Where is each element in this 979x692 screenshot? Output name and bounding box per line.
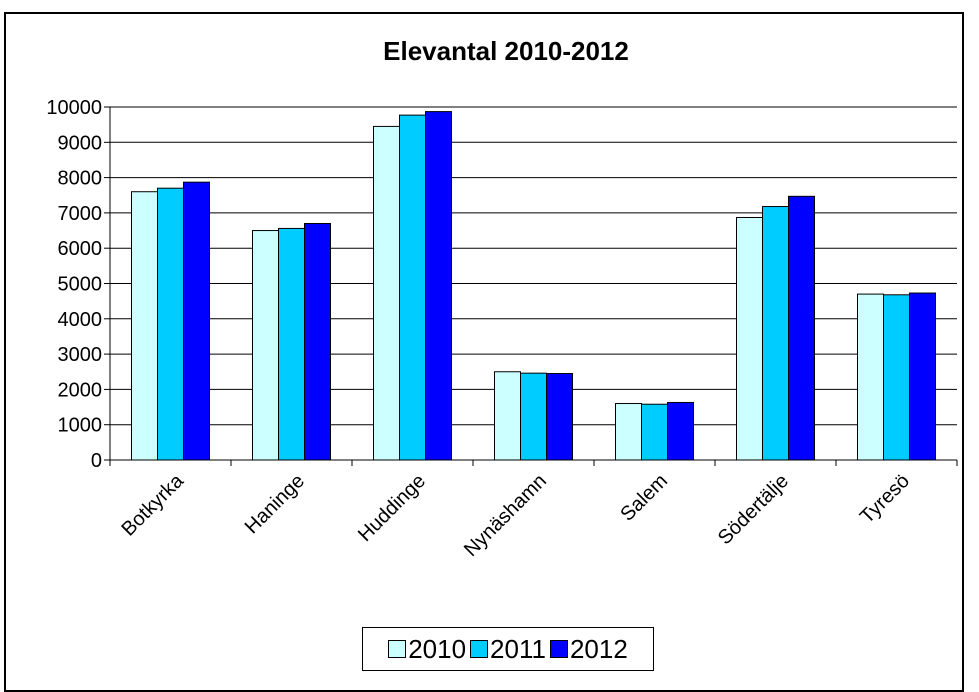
x-tick-label: Nynäshamn xyxy=(460,470,551,561)
bar-2010-5 xyxy=(736,216,763,461)
bar-2011-6 xyxy=(883,294,910,461)
legend-item-2012: 2012 xyxy=(549,633,628,665)
y-tick-label: 2000 xyxy=(58,379,103,401)
y-tick-label: 5000 xyxy=(58,274,103,296)
bar-2012-5 xyxy=(788,195,815,461)
legend-swatch-2012 xyxy=(549,640,568,658)
chart-title: Elevantal 2010-2012 xyxy=(383,36,629,66)
bar-2011-0 xyxy=(157,187,184,461)
bar-2012-4 xyxy=(667,401,694,461)
bar-2011-2 xyxy=(399,114,426,461)
bar-2012-2 xyxy=(425,111,452,461)
y-tick-label: 0 xyxy=(91,450,102,472)
bar-2012-3 xyxy=(546,373,573,461)
gridlines xyxy=(110,106,957,426)
x-tick-label: Botkyrka xyxy=(117,469,188,540)
legend: 2010 2011 2012 xyxy=(362,627,654,671)
bar-2010-4 xyxy=(615,403,642,461)
bar-2010-1 xyxy=(252,230,279,461)
y-tick-labels: 0 1000 2000 3000 4000 5000 6000 7000 8000 9000 100… xyxy=(46,97,102,472)
x-tick-label: Södertälje xyxy=(714,470,793,549)
bar-2012-0 xyxy=(183,181,210,461)
bar-2010-2 xyxy=(373,125,400,461)
legend-swatch-2011 xyxy=(470,640,489,658)
legend-label-2011: 2011 xyxy=(490,633,546,664)
x-tick-label: Huddinge xyxy=(354,470,430,546)
y-tick-label: 3000 xyxy=(58,344,103,366)
bar-2011-1 xyxy=(278,227,305,461)
legend-label-2010: 2010 xyxy=(408,633,467,664)
y-tick-label: 9000 xyxy=(58,132,103,154)
bar-2012-6 xyxy=(909,292,936,461)
bar-2012-1 xyxy=(304,222,331,461)
y-tick-label: 1000 xyxy=(58,415,103,437)
bars xyxy=(131,111,936,461)
x-tick-label: Salem xyxy=(616,470,672,526)
y-tick-label: 8000 xyxy=(58,168,103,190)
x-tick-labels: Botkyrka Haninge Huddinge Nynäshamn Salem Söd… xyxy=(117,469,914,561)
x-tick-label: Tyresö xyxy=(856,470,914,528)
y-tick-label: 7000 xyxy=(58,203,103,225)
bar-2011-3 xyxy=(520,372,547,461)
legend-item-2010: 2010 xyxy=(388,634,466,665)
bar-2010-0 xyxy=(131,191,158,461)
axes xyxy=(104,106,958,466)
bar-2011-4 xyxy=(641,403,668,461)
bar-2011-5 xyxy=(762,206,789,461)
y-tick-label: 10000 xyxy=(46,97,102,119)
bar-chart: Elevantal 2010-2012 0 1000 2000 3000 4000 500… xyxy=(46,36,958,561)
y-tick-label: 6000 xyxy=(58,238,103,260)
bar-2010-3 xyxy=(494,371,521,461)
legend-item-2011: 2011 xyxy=(470,634,546,665)
y-tick-label: 4000 xyxy=(58,309,103,331)
legend-label-2012: 2012 xyxy=(569,633,628,664)
legend-swatch-2010 xyxy=(388,640,407,658)
bar-2010-6 xyxy=(857,293,884,461)
x-tick-label: Haninge xyxy=(241,470,309,538)
